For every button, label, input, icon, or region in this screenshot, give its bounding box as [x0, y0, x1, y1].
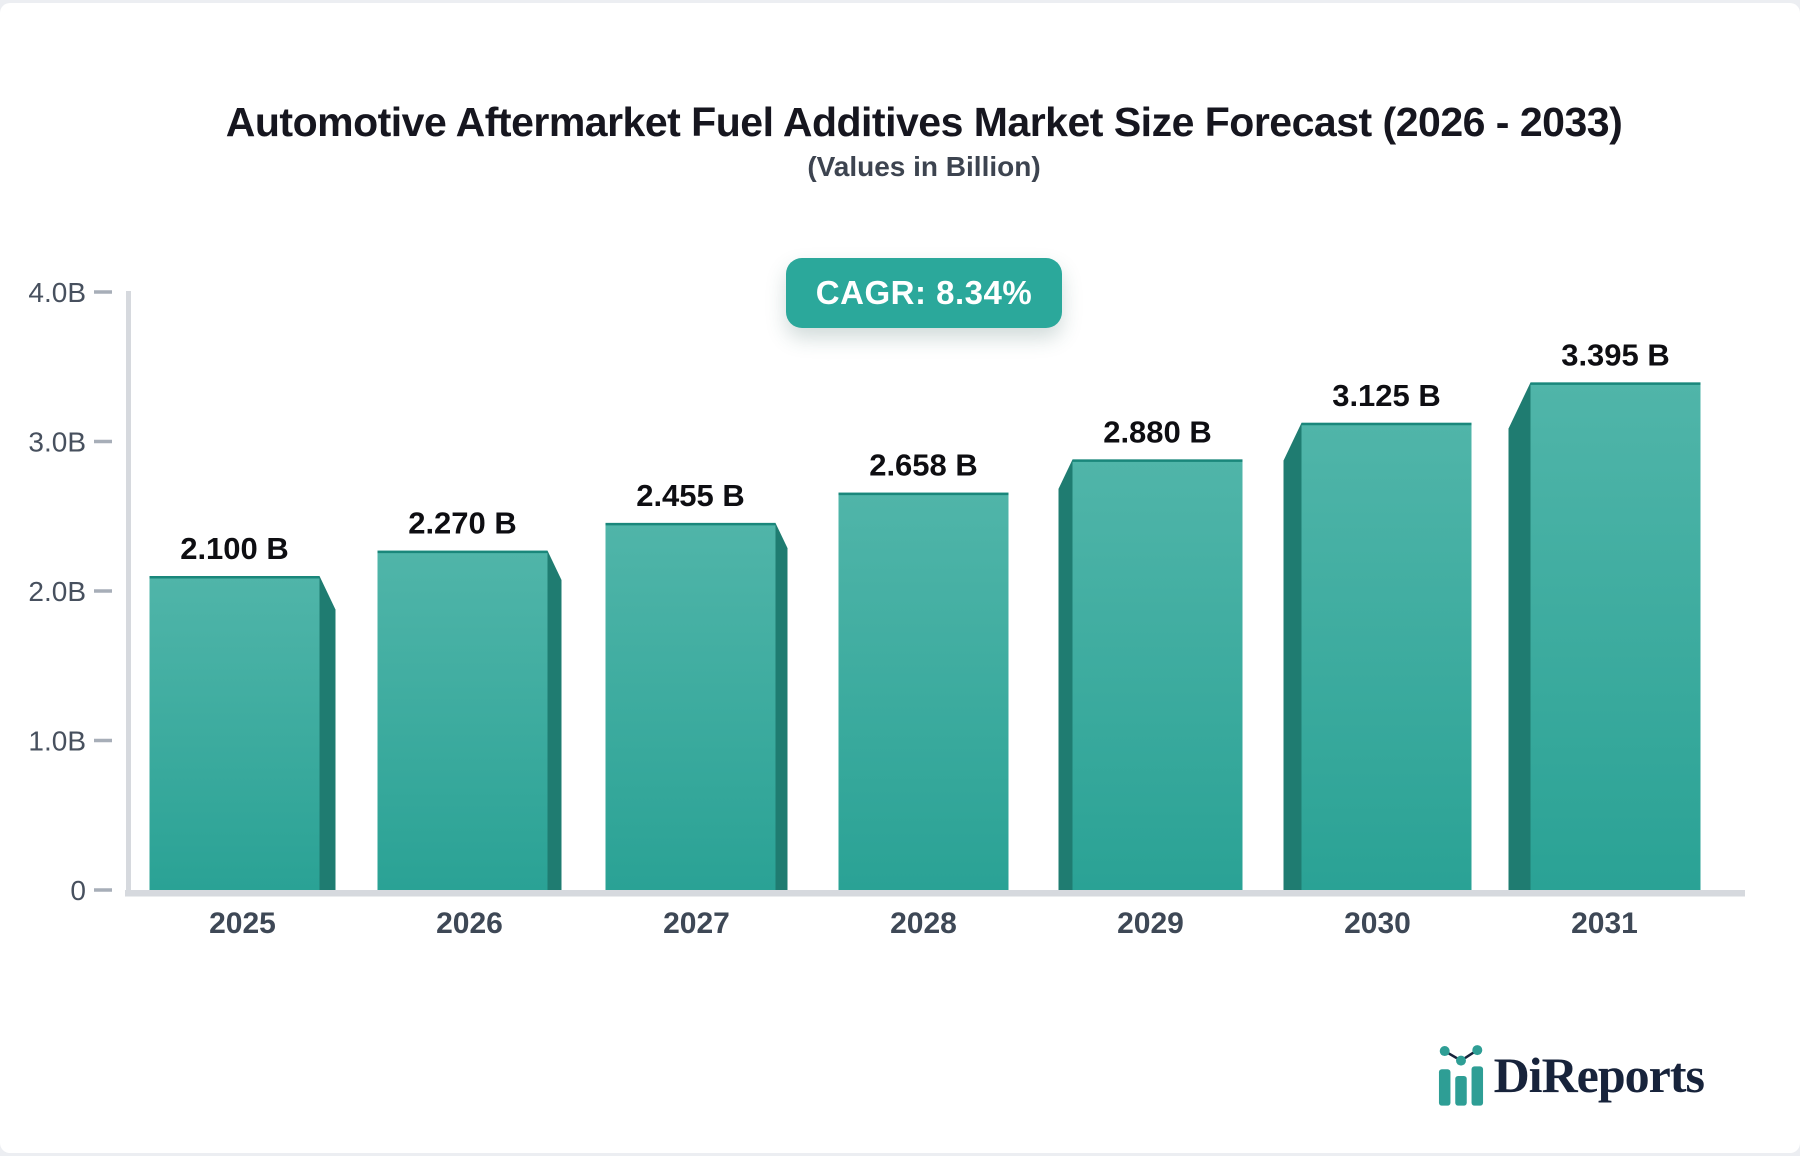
bar-side-panel	[1283, 422, 1302, 890]
direports-logo: DiReports	[1438, 1039, 1705, 1111]
y-axis-tick-label: 2.0B	[28, 576, 86, 607]
cagr-badge: CAGR: 8.34%	[786, 258, 1062, 328]
x-axis-label-2026: 2026	[436, 907, 503, 940]
bar-group-2031: 3.395 B 2031	[1508, 337, 1701, 940]
bar-value-label: 2.455 B	[636, 478, 745, 513]
bar-group-2030: 3.125 B 2030	[1283, 378, 1472, 940]
bar-face-2025[interactable]	[149, 576, 320, 890]
x-axis-label-2027: 2027	[663, 907, 730, 940]
bar-value-label: 2.100 B	[180, 531, 289, 566]
bar-side-panel	[319, 576, 336, 890]
bar-side-panel	[1508, 382, 1531, 890]
bar-face-2029[interactable]	[1072, 459, 1243, 890]
x-axis-label-2028: 2028	[890, 907, 957, 940]
y-axis-tick-label: 0	[70, 875, 86, 906]
bar-value-label: 2.880 B	[1103, 414, 1212, 449]
bar-group-2027: 2.455 B 2027	[605, 478, 788, 940]
x-axis-label-2031: 2031	[1571, 907, 1638, 940]
bar-face-2027[interactable]	[605, 522, 776, 890]
bar-side-panel	[547, 550, 562, 890]
y-axis-tick-label: 1.0B	[28, 726, 86, 757]
bar-value-label: 2.270 B	[408, 506, 517, 541]
chart-title: Automotive Aftermarket Fuel Additives Ma…	[225, 99, 1623, 145]
bar-group-2029: 2.880 B 2029	[1058, 414, 1243, 940]
direports-logo-icon	[1438, 1045, 1483, 1106]
y-axis-tick-label: 3.0B	[28, 427, 86, 458]
bar-group-2026: 2.270 B 2026	[377, 506, 562, 940]
bar-group-2028: 2.658 B 2028	[838, 448, 1009, 940]
bar-value-label: 3.395 B	[1561, 337, 1670, 372]
bar-group-2025: 2.100 B 2025	[149, 531, 336, 940]
bar-value-label: 3.125 B	[1332, 378, 1441, 413]
x-axis-label-2029: 2029	[1117, 907, 1184, 940]
cagr-badge-label: CAGR: 8.34%	[815, 274, 1033, 311]
bar-face-2031[interactable]	[1530, 382, 1701, 890]
chart-card: Automotive Aftermarket Fuel Additives Ma…	[0, 3, 1800, 1153]
bar-side-panel	[1058, 459, 1073, 890]
bar-side-panel	[775, 522, 788, 890]
x-axis-label-2025: 2025	[209, 907, 276, 940]
x-axis-label-2030: 2030	[1344, 907, 1411, 940]
bar-value-label: 2.658 B	[869, 448, 978, 483]
bar-face-2028[interactable]	[838, 492, 1009, 890]
chart-subtitle: (Values in Billion)	[807, 151, 1041, 182]
direports-logo-text: DiReports	[1493, 1047, 1705, 1103]
bar-face-2030[interactable]	[1301, 422, 1472, 890]
bar-face-2026[interactable]	[377, 550, 548, 890]
y-axis-tick-label: 4.0B	[28, 277, 86, 308]
x-axis-line	[125, 890, 1745, 897]
